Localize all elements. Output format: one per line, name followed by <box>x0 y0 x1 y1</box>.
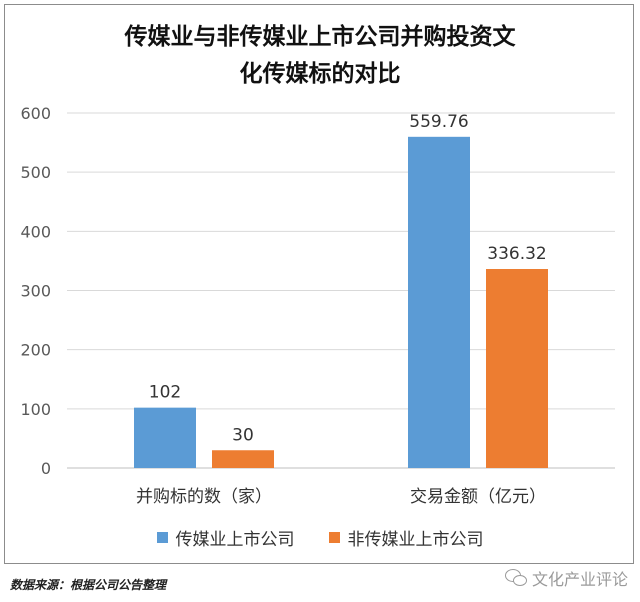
bar-series1-cat1 <box>486 269 548 468</box>
wechat-icon <box>504 569 527 587</box>
y-tick-label-0: 0 <box>41 459 51 478</box>
chart-title: 传媒业与非传媒业上市公司并购投资文 化传媒标的对比 <box>5 19 635 93</box>
data-label-series1-cat1: 336.32 <box>487 244 546 264</box>
data-label-series0-cat0: 102 <box>149 383 181 403</box>
legend-item-non-media: 非传媒业上市公司 <box>328 525 484 550</box>
bar-series1-cat0 <box>212 450 274 468</box>
chart-frame: 传媒业与非传媒业上市公司并购投资文 化传媒标的对比 0 100 200 300 400 5… <box>4 4 634 564</box>
legend-label-media: 传媒业上市公司 <box>175 530 295 550</box>
bar-series0-cat0 <box>134 407 196 468</box>
bar-series0-cat1 <box>408 136 470 469</box>
bar-chart-plot: 0 100 200 300 400 500 600 102 30 并购标的数（家） 559.76 33… <box>20 104 615 507</box>
legend-swatch-non-media <box>328 532 340 543</box>
x-category-label-1: 交易金额（亿元） <box>410 487 546 507</box>
watermark-text: 文化产业评论 <box>531 570 628 589</box>
y-tick-label-500: 500 <box>20 163 51 182</box>
data-label-series0-cat1: 559.76 <box>409 112 468 132</box>
data-label-series1-cat0: 30 <box>232 425 254 445</box>
y-tick-label-300: 300 <box>20 282 51 301</box>
chart-legend: 传媒业上市公司 非传媒业上市公司 <box>5 525 635 550</box>
y-tick-label-400: 400 <box>20 222 51 241</box>
legend-item-media: 传媒业上市公司 <box>156 525 295 550</box>
y-tick-label-600: 600 <box>20 104 51 123</box>
y-tick-label-200: 200 <box>20 341 51 360</box>
legend-label-non-media: 非传媒业上市公司 <box>347 530 484 550</box>
watermark: 文化产业评论 <box>504 566 628 590</box>
chart-title-line-1: 传媒业与非传媒业上市公司并购投资文 <box>124 24 516 50</box>
legend-swatch-media <box>156 532 168 543</box>
y-tick-label-100: 100 <box>20 400 51 419</box>
data-source-note: 数据来源：根据公司公告整理 <box>10 578 167 592</box>
x-category-label-0: 并购标的数（家） <box>136 487 272 507</box>
chart-title-line-2: 化传媒标的对比 <box>239 61 401 87</box>
